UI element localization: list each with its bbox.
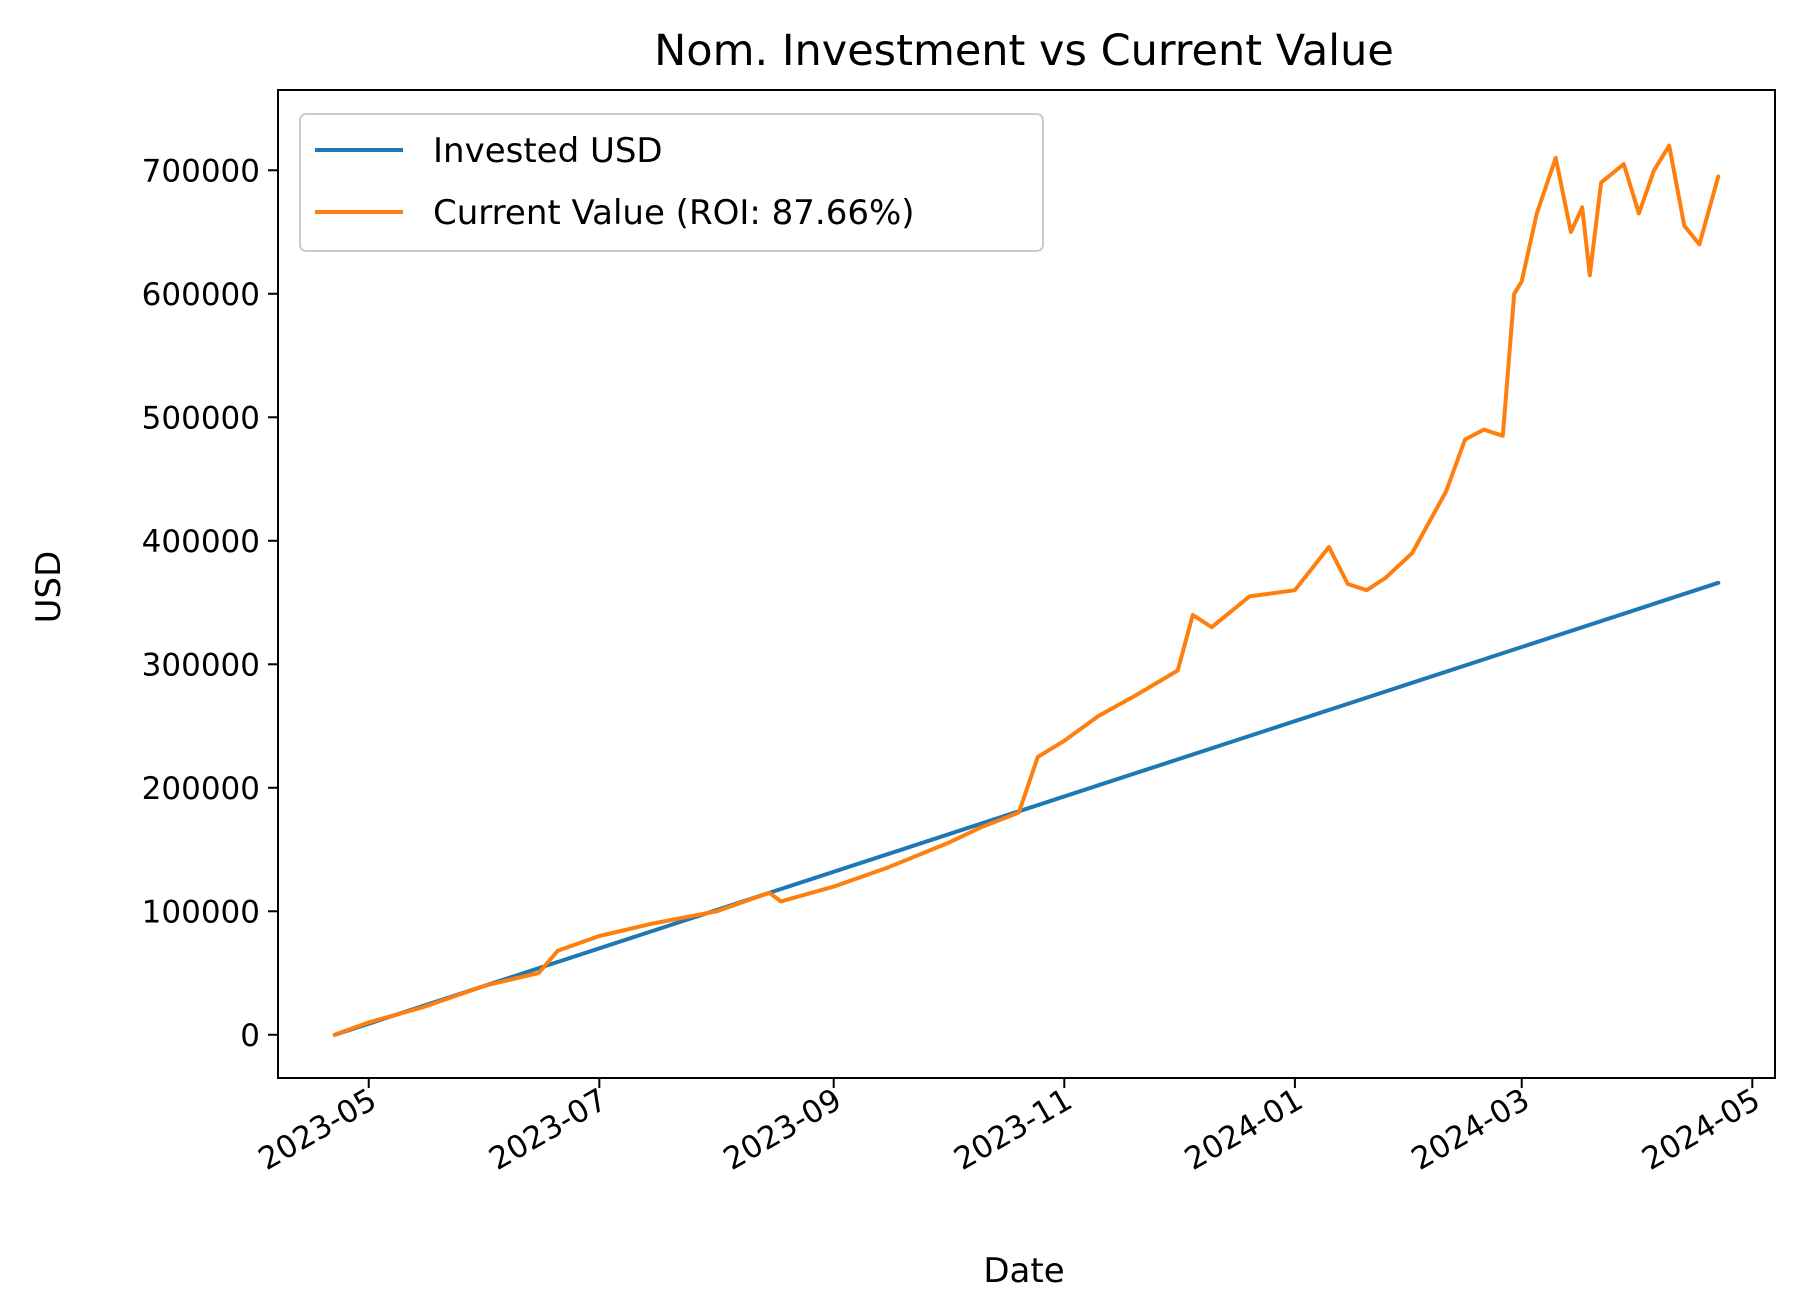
chart-title: Nom. Investment vs Current Value [654,26,1394,76]
y-tick-label: 0 [240,1018,260,1054]
series-layer [332,143,1721,1037]
y-axis-label: USD [29,551,69,624]
series-line-1 [332,143,1721,1037]
y-tick-label: 100000 [142,894,260,930]
y-tick-label: 700000 [142,153,260,189]
y-tick-label: 600000 [142,277,260,313]
y-tick-label: 200000 [142,771,260,807]
legend-box [299,113,1044,252]
y-tick-label: 300000 [142,647,260,683]
plot-area-frame [277,89,1776,1079]
series-line-0 [332,580,1721,1037]
legend: Invested USD Current Value (ROI: 87.66%) [299,113,1044,252]
x-axis-label: Date [983,1251,1064,1291]
legend-label-invested: Invested USD [433,131,663,171]
legend-label-current-value: Current Value (ROI: 87.66%) [433,193,915,233]
y-tick-label: 400000 [142,524,260,560]
y-tick-label: 500000 [142,400,260,436]
